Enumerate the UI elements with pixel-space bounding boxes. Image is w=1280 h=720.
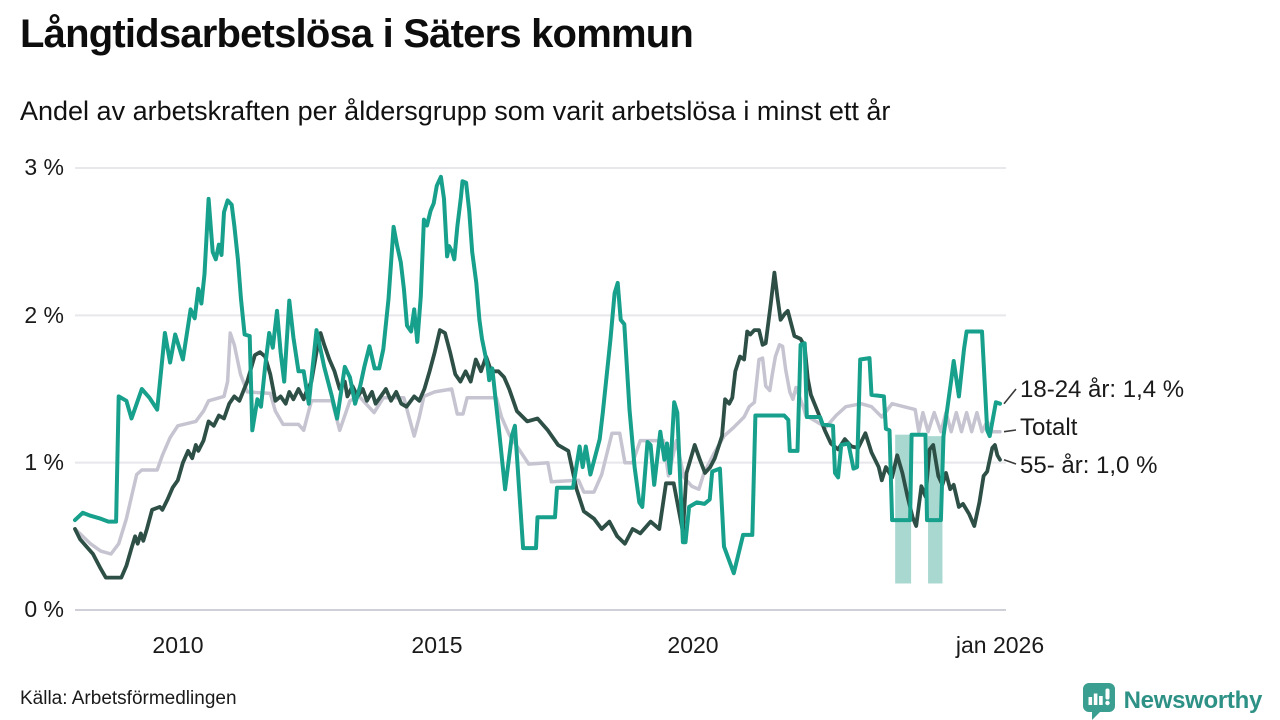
y-axis-label-3: 3 % — [24, 154, 64, 180]
y-axis-label-2: 2 % — [24, 302, 64, 328]
y-axis-label-1: 1 % — [24, 449, 64, 475]
source-note: Källa: Arbetsförmedlingen — [20, 688, 237, 709]
newsworthy-logo-icon — [1082, 683, 1115, 720]
x-axis-label-2020: 2020 — [667, 632, 719, 658]
x-axis-label-jan-2026: jan 2026 — [955, 632, 1045, 658]
x-axis-label-2010: 2010 — [152, 632, 204, 658]
series-label-18-24: 18-24 år: 1,4 % — [1020, 376, 1185, 403]
series-label-totalt: Totalt — [1020, 414, 1078, 441]
newsworthy-wordmark: Newsworthy — [1123, 687, 1263, 714]
page-title: Långtidsarbetslösa i Säters kommun — [20, 12, 694, 56]
newsworthy-brand: Newsworthy — [1082, 682, 1262, 720]
x-axis-label-2015: 2015 — [411, 632, 463, 658]
y-axis-label-0: 0 % — [24, 596, 64, 622]
page-subtitle: Andel av arbetskraften per åldersgrupp s… — [20, 96, 891, 126]
series-label-55: 55- år: 1,0 % — [1020, 452, 1158, 479]
